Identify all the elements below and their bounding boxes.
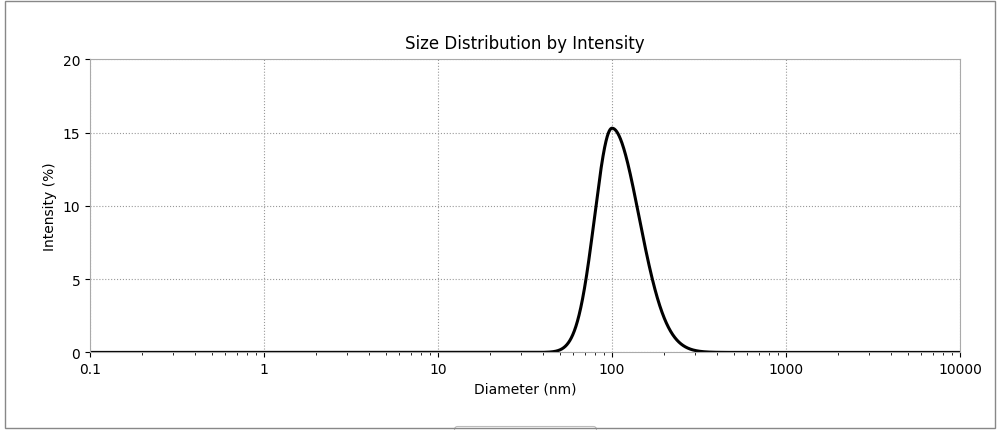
X-axis label: Diameter (nm): Diameter (nm) bbox=[474, 382, 576, 396]
Line: Record 8: 4: Record 8: 4 bbox=[90, 129, 960, 353]
Record 8: 4: (100, 15.3): 4: (100, 15.3) bbox=[606, 126, 618, 132]
Record 8: 4: (1e+04, 1.07e-35): 4: (1e+04, 1.07e-35) bbox=[954, 350, 966, 355]
Record 8: 4: (99.7, 15.3): 4: (99.7, 15.3) bbox=[606, 126, 618, 132]
Record 8: 4: (179, 4.05): 4: (179, 4.05) bbox=[650, 291, 662, 296]
Record 8: 4: (0.1, 5.65e-195): 4: (0.1, 5.65e-195) bbox=[84, 350, 96, 355]
Record 8: 4: (539, 0.000221): 4: (539, 0.000221) bbox=[733, 350, 745, 355]
Y-axis label: Intensity (%): Intensity (%) bbox=[43, 162, 57, 251]
Record 8: 4: (1.29e+03, 1.03e-10): 4: (1.29e+03, 1.03e-10) bbox=[799, 350, 811, 355]
Record 8: 4: (8.14, 2.53e-25): 4: (8.14, 2.53e-25) bbox=[416, 350, 428, 355]
Title: Size Distribution by Intensity: Size Distribution by Intensity bbox=[405, 35, 645, 53]
Legend: Record 8: 4: Record 8: 4 bbox=[454, 426, 596, 430]
Record 8: 4: (0.809, 1.47e-94): 4: (0.809, 1.47e-94) bbox=[242, 350, 254, 355]
